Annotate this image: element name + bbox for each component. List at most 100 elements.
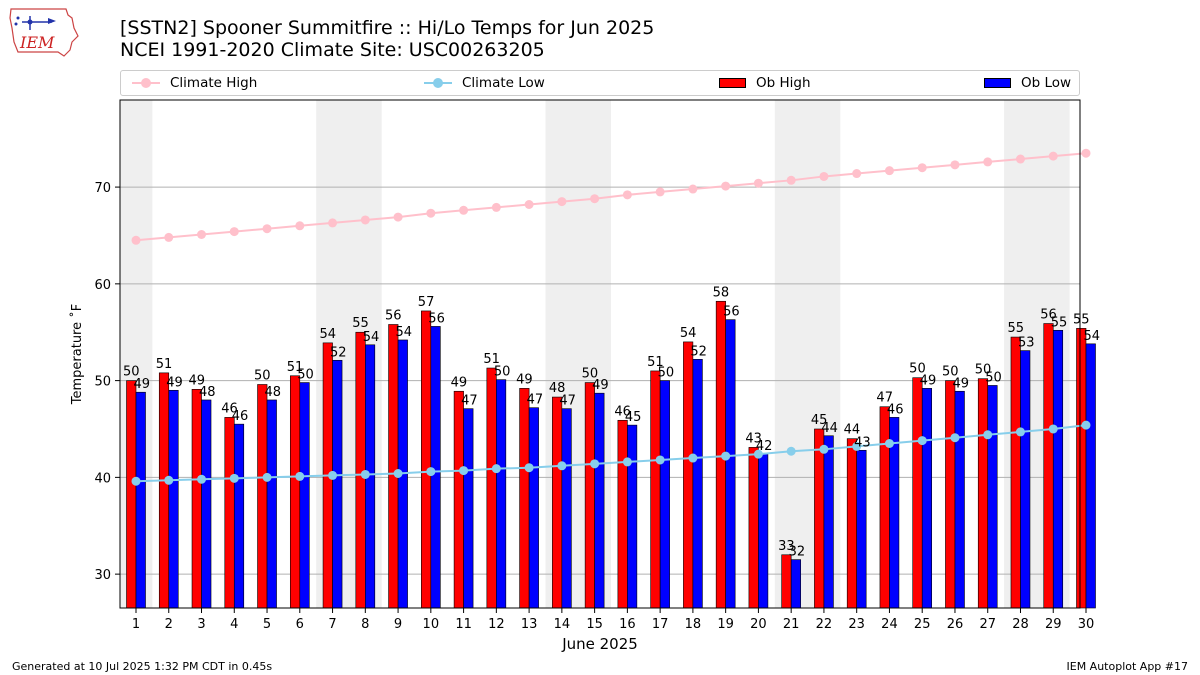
label-ob-low: 50 bbox=[297, 368, 314, 383]
legend-label-climate-low: Climate Low bbox=[462, 75, 545, 91]
legend-label-climate-high: Climate High bbox=[170, 75, 258, 91]
bar-ob-high bbox=[453, 390, 464, 609]
bar-ob-high bbox=[224, 417, 235, 609]
bar-ob-high bbox=[683, 341, 694, 609]
bar-ob-low bbox=[168, 389, 179, 609]
x-tick-label: 10 bbox=[423, 617, 440, 632]
label-ob-high: 49 bbox=[451, 375, 468, 390]
point-climate-low bbox=[295, 471, 305, 481]
point-climate-low bbox=[655, 455, 665, 465]
bar-ob-high bbox=[945, 380, 956, 609]
bar-ob-high bbox=[486, 367, 497, 609]
point-climate-high bbox=[295, 221, 305, 231]
x-tick-label: 28 bbox=[1012, 617, 1029, 632]
point-climate-low bbox=[1015, 427, 1025, 437]
bar-ob-high bbox=[650, 370, 661, 609]
point-climate-high bbox=[884, 166, 894, 176]
x-tick-label: 21 bbox=[783, 617, 800, 632]
point-climate-high bbox=[197, 229, 207, 239]
point-climate-low bbox=[524, 463, 534, 473]
iem-logo: IEM bbox=[9, 8, 79, 57]
x-tick-label: 20 bbox=[750, 617, 767, 632]
line-climate-low bbox=[135, 424, 1087, 483]
bar-ob-low bbox=[496, 379, 507, 609]
x-tick-label: 26 bbox=[947, 617, 964, 632]
label-ob-low: 49 bbox=[592, 378, 609, 393]
point-climate-low bbox=[229, 473, 239, 483]
label-ob-low: 55 bbox=[1051, 315, 1068, 330]
label-ob-high: 55 bbox=[1073, 312, 1090, 327]
label-ob-high: 48 bbox=[549, 381, 566, 396]
bar-ob-low bbox=[725, 319, 736, 609]
label-ob-low: 50 bbox=[494, 365, 511, 380]
label-ob-low: 46 bbox=[887, 402, 904, 417]
point-climate-low bbox=[262, 472, 272, 482]
point-climate-low bbox=[197, 474, 207, 484]
label-ob-low: 56 bbox=[723, 305, 740, 320]
point-climate-low bbox=[884, 439, 894, 449]
y-tick-label: 60 bbox=[94, 278, 111, 293]
legend-swatch-ob-high bbox=[719, 78, 746, 88]
x-tick-label: 15 bbox=[586, 617, 603, 632]
x-tick-label: 9 bbox=[394, 617, 402, 632]
y-tick-label: 50 bbox=[94, 375, 111, 390]
label-ob-low: 49 bbox=[133, 377, 150, 392]
chart-subtitle: NCEI 1991-2020 Climate Site: USC00263205 bbox=[120, 39, 545, 61]
x-tick-label: 30 bbox=[1078, 617, 1095, 632]
bar-ob-low bbox=[463, 408, 474, 609]
y-tick-label: 30 bbox=[94, 568, 111, 583]
label-ob-high: 54 bbox=[680, 326, 697, 341]
bar-ob-high bbox=[1076, 328, 1087, 609]
point-climate-low bbox=[721, 451, 731, 461]
label-ob-high: 50 bbox=[909, 362, 926, 377]
bar-ob-high bbox=[781, 554, 792, 609]
point-climate-low bbox=[786, 446, 796, 456]
y-tick-label: 40 bbox=[94, 471, 111, 486]
point-climate-high bbox=[819, 171, 829, 181]
legend-item-climate-low: Climate Low bbox=[424, 71, 545, 95]
x-tick-label: 5 bbox=[263, 617, 271, 632]
point-climate-high bbox=[426, 208, 436, 218]
x-tick-label: 6 bbox=[296, 617, 304, 632]
point-climate-high bbox=[655, 187, 665, 197]
bar-ob-high bbox=[584, 382, 595, 609]
bar-ob-low bbox=[627, 424, 638, 609]
label-ob-low: 54 bbox=[363, 330, 380, 345]
point-climate-low bbox=[852, 441, 862, 451]
bar-ob-low bbox=[823, 435, 834, 609]
plot-frame bbox=[119, 99, 1081, 609]
label-ob-low: 42 bbox=[756, 439, 773, 454]
point-climate-low bbox=[753, 449, 763, 459]
x-tick-label: 11 bbox=[455, 617, 472, 632]
label-ob-high: 49 bbox=[516, 372, 533, 387]
point-climate-high bbox=[262, 224, 272, 234]
x-tick-label: 13 bbox=[521, 617, 538, 632]
point-climate-low bbox=[557, 461, 567, 471]
point-climate-low bbox=[1081, 420, 1091, 430]
x-tick-label: 27 bbox=[979, 617, 996, 632]
bar-ob-high bbox=[355, 331, 366, 609]
bar-ob-high bbox=[846, 438, 857, 609]
x-tick-label: 17 bbox=[652, 617, 669, 632]
legend: Climate High Climate Low Ob High Ob Low bbox=[120, 70, 1080, 96]
point-climate-low bbox=[393, 469, 403, 479]
label-ob-high: 55 bbox=[1007, 321, 1024, 336]
x-tick-label: 23 bbox=[848, 617, 865, 632]
line-climate-high bbox=[135, 152, 1087, 242]
label-ob-low: 46 bbox=[232, 409, 249, 424]
bar-ob-low bbox=[921, 388, 933, 609]
bar-ob-low bbox=[201, 399, 212, 609]
label-ob-high: 50 bbox=[123, 365, 140, 380]
point-climate-high bbox=[721, 181, 731, 191]
label-ob-low: 54 bbox=[1083, 329, 1100, 344]
point-climate-high bbox=[786, 175, 796, 185]
point-climate-low bbox=[328, 470, 338, 480]
point-climate-high bbox=[753, 178, 763, 188]
legend-item-ob-high: Ob High bbox=[719, 71, 811, 95]
x-tick-label: 14 bbox=[554, 617, 571, 632]
label-ob-low: 49 bbox=[952, 376, 969, 391]
bar-ob-high bbox=[158, 372, 170, 609]
label-ob-high: 51 bbox=[483, 352, 500, 367]
bar-ob-high bbox=[1043, 323, 1054, 609]
point-climate-low bbox=[164, 475, 174, 485]
